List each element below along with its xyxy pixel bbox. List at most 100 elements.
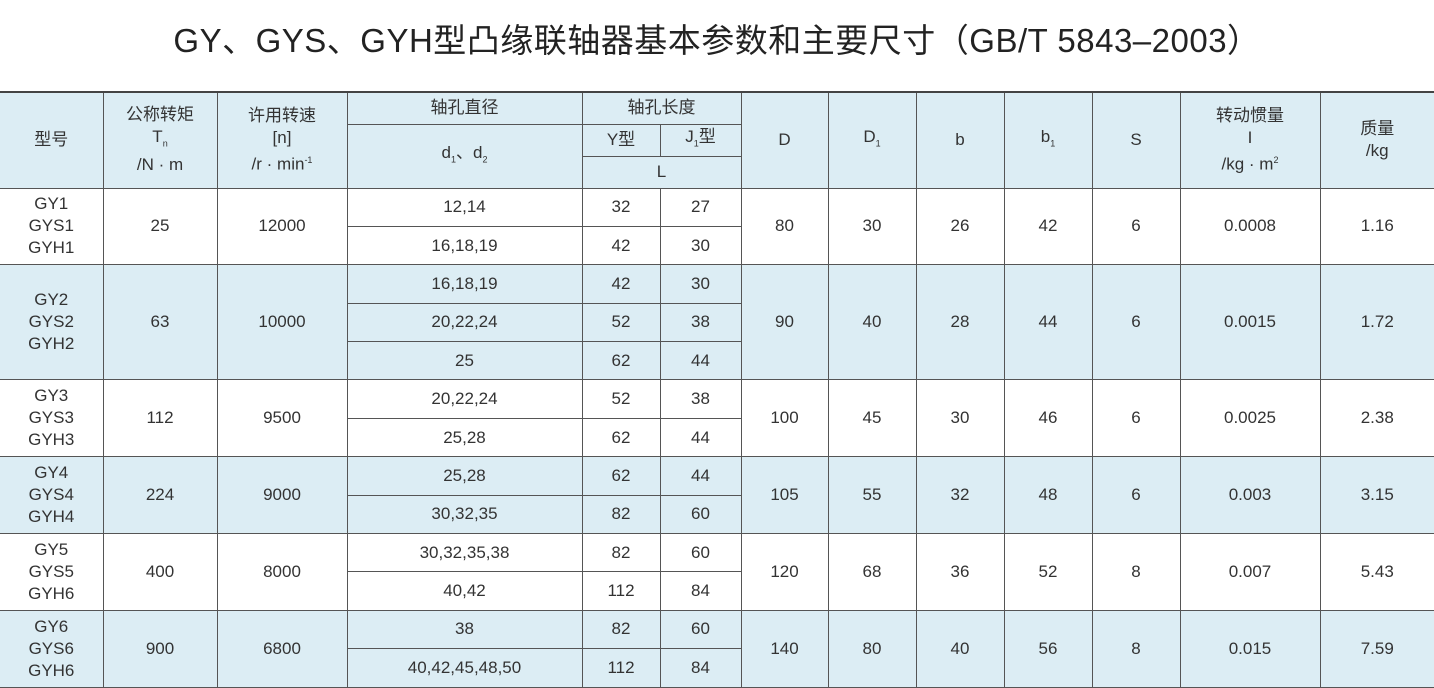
bore-diameter-cell: 30,32,35,38 (346, 533, 583, 573)
header-D1: D1 (827, 91, 917, 189)
header-inertia: 转动惯量 I/kg · m2 (1179, 91, 1321, 189)
j1-length-cell: 44 (659, 341, 741, 381)
bore-diameter-cell: 40,42 (347, 571, 583, 611)
table-row: 25,28 62 44 (0, 417, 1434, 458)
y-length-cell: 52 (581, 379, 661, 419)
y-length-cell: 62 (581, 456, 661, 496)
bore-diameter-cell: 16,18,19 (346, 264, 583, 304)
table-row: 40,42,45,48,50 112 84 (0, 648, 1434, 688)
table-row: GY1 GYS1 GYH1 25 12000 12,14 32 27 80 30 26 42 6 0.00… (0, 187, 1434, 266)
y-length-cell: 82 (581, 494, 661, 535)
mass-cell: 3.15 (1319, 456, 1434, 535)
header-L: L (582, 155, 741, 189)
page-title: GY、GYS、GYH型凸缘联轴器基本参数和主要尺寸（GB/T 5843–2003… (173, 22, 1261, 59)
model-name: GYS1 (28, 216, 74, 236)
mass-cell: 7.59 (1319, 609, 1434, 688)
speed-cell: 10000 (216, 264, 348, 381)
speed-cell: 8000 (216, 533, 348, 611)
inertia-cell: 0.007 (1179, 533, 1321, 611)
D-cell: 105 (740, 456, 829, 535)
y-length-cell: 62 (581, 417, 661, 458)
table-row: GY5 GYS5 GYH6 400 8000 30,32,35,38 82 60 120 68 36… (0, 533, 1434, 611)
header-b1: b1 (1003, 91, 1093, 189)
bore-diameter-cell: 16,18,19 (347, 225, 583, 266)
model-name: GYS3 (28, 408, 74, 428)
D1-cell: 80 (827, 609, 917, 688)
speed-cell: 12000 (216, 187, 348, 266)
model-cell: GY1 GYS1 GYH1 (0, 187, 104, 266)
model-name: GYH6 (28, 583, 75, 603)
j1-length-cell: 30 (659, 225, 741, 266)
b1-cell: 44 (1003, 264, 1093, 381)
D1-cell: 30 (827, 187, 917, 266)
header-model: 型号 (0, 91, 104, 189)
S-cell: 6 (1091, 456, 1181, 535)
y-length-cell: 42 (581, 225, 661, 266)
model-cell: GY6 GYS6 GYH6 (0, 609, 104, 688)
b1-cell: 52 (1003, 533, 1093, 611)
b-cell: 26 (915, 187, 1005, 266)
header-speed: 许用转速 [n]/r · min-1 (216, 91, 348, 189)
mass-cell: 1.72 (1319, 264, 1434, 381)
model-name: GYH4 (28, 507, 75, 527)
model-name: GYH2 (28, 334, 75, 354)
j1-length-cell: 60 (659, 609, 742, 650)
b-cell: 28 (915, 264, 1005, 381)
y-length-cell: 42 (581, 264, 661, 304)
bore-diameter-cell: 20,22,24 (346, 379, 583, 419)
D-cell: 90 (740, 264, 829, 381)
model-name: GYS6 (28, 638, 74, 658)
y-length-cell: 32 (581, 187, 661, 227)
S-cell: 6 (1091, 264, 1181, 381)
model-cell: GY2 GYS2 GYH2 (0, 264, 104, 381)
y-length-cell: 52 (581, 302, 661, 343)
D-cell: 140 (740, 609, 829, 688)
j1-length-cell: 38 (659, 302, 741, 343)
b-cell: 36 (915, 533, 1005, 611)
y-length-cell: 62 (581, 341, 661, 381)
table-header: 型号 公称转矩 Tn/N · m 许用转速 [n]/r · min-1 轴孔直径 轴… (0, 91, 1434, 189)
inertia-cell: 0.0025 (1179, 379, 1321, 458)
model-name: GY4 (34, 463, 69, 483)
bore-diameter-cell: 20,22,24 (347, 302, 583, 343)
b1-cell: 42 (1003, 187, 1093, 266)
D1-cell: 45 (827, 379, 917, 458)
bore-diameter-cell: 25,28 (346, 456, 583, 496)
b-cell: 30 (915, 379, 1005, 458)
header-j1-type: J1型 (659, 123, 741, 157)
mass-cell: 5.43 (1319, 533, 1434, 611)
b1-cell: 56 (1003, 609, 1093, 688)
header-mass: 质量/kg (1319, 91, 1434, 189)
bore-diameter-cell: 25,28 (347, 417, 583, 458)
table-row: GY6 GYS6 GYH6 900 6800 38 82 60 140 80 40 56 8 0.015 7… (0, 609, 1434, 688)
b-cell: 40 (915, 609, 1005, 688)
D1-cell: 40 (827, 264, 917, 381)
model-name: GYH6 (28, 660, 75, 680)
speed-cell: 9000 (216, 456, 348, 535)
table-row: GY3 GYS3 GYH3 112 9500 20,22,24 52 38 100 45 30 46 6… (0, 379, 1434, 458)
bore-diameter-cell: 40,42,45,48,50 (347, 648, 583, 688)
mass-cell: 1.16 (1319, 187, 1434, 266)
y-length-cell: 82 (581, 609, 661, 650)
coupling-parameters-table: 型号 公称转矩 Tn/N · m 许用转速 [n]/r · min-1 轴孔直径 轴… (0, 91, 1434, 688)
model-name: GYS4 (28, 485, 74, 505)
header-b: b (915, 91, 1005, 189)
header-y-type: Y型 (581, 123, 661, 157)
torque-cell: 63 (102, 264, 218, 381)
model-name: GY6 (34, 616, 69, 636)
torque-cell: 112 (102, 379, 218, 458)
inertia-cell: 0.015 (1179, 609, 1321, 688)
table-row: 40,42 112 84 (0, 571, 1434, 611)
model-name: GYS2 (28, 312, 74, 332)
D1-cell: 68 (827, 533, 917, 611)
b-cell: 32 (915, 456, 1005, 535)
model-name: GY2 (34, 290, 69, 310)
speed-cell: 6800 (216, 609, 348, 688)
j1-length-cell: 38 (659, 379, 742, 419)
bore-diameter-cell: 38 (346, 609, 583, 650)
header-bore-diameter: 轴孔直径 (346, 91, 583, 125)
j1-length-cell: 60 (659, 494, 741, 535)
S-cell: 6 (1091, 187, 1181, 266)
S-cell: 8 (1091, 609, 1181, 688)
model-name: GYS5 (28, 561, 74, 581)
